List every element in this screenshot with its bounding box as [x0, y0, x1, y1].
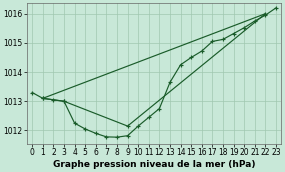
X-axis label: Graphe pression niveau de la mer (hPa): Graphe pression niveau de la mer (hPa): [53, 159, 255, 169]
